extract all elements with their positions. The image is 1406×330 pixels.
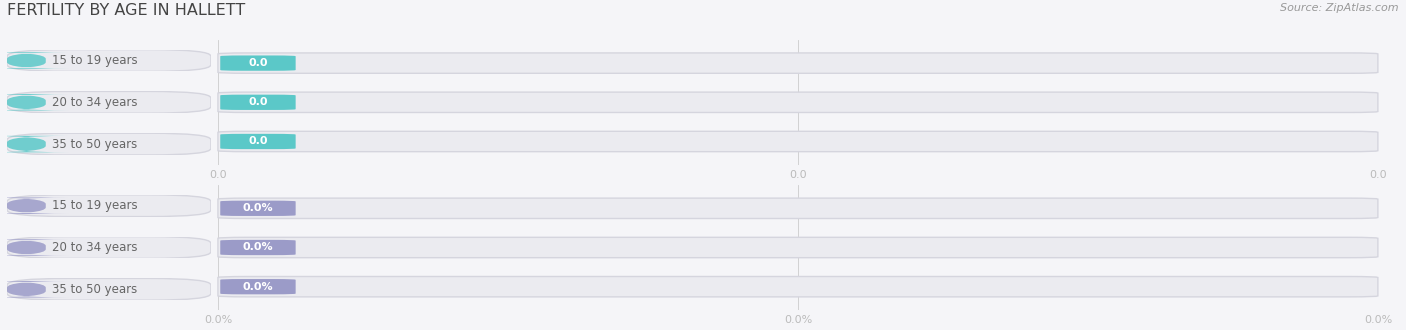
Text: 0.0%: 0.0% (243, 282, 273, 292)
FancyBboxPatch shape (218, 92, 1378, 113)
FancyBboxPatch shape (218, 53, 1378, 73)
FancyBboxPatch shape (7, 91, 211, 113)
FancyBboxPatch shape (7, 50, 211, 71)
FancyBboxPatch shape (7, 133, 211, 155)
FancyBboxPatch shape (7, 195, 211, 216)
FancyBboxPatch shape (0, 136, 67, 152)
FancyBboxPatch shape (221, 134, 295, 149)
Text: 0.0%: 0.0% (243, 243, 273, 252)
Text: 35 to 50 years: 35 to 50 years (52, 138, 138, 150)
Text: 0.0: 0.0 (249, 58, 267, 68)
FancyBboxPatch shape (218, 277, 1378, 297)
FancyBboxPatch shape (218, 237, 1378, 258)
Text: 0.0%: 0.0% (243, 203, 273, 213)
Text: 0.0: 0.0 (249, 97, 267, 107)
Text: 15 to 19 years: 15 to 19 years (52, 54, 138, 67)
Text: 20 to 34 years: 20 to 34 years (52, 96, 138, 109)
FancyBboxPatch shape (221, 279, 295, 294)
FancyBboxPatch shape (218, 131, 1378, 152)
Text: 15 to 19 years: 15 to 19 years (52, 199, 138, 212)
FancyBboxPatch shape (0, 197, 67, 214)
FancyBboxPatch shape (0, 52, 67, 69)
Text: 0.0: 0.0 (249, 137, 267, 147)
Text: FERTILITY BY AGE IN HALLETT: FERTILITY BY AGE IN HALLETT (7, 3, 245, 18)
FancyBboxPatch shape (0, 239, 67, 256)
Text: Source: ZipAtlas.com: Source: ZipAtlas.com (1281, 3, 1399, 13)
FancyBboxPatch shape (7, 237, 211, 258)
Text: 20 to 34 years: 20 to 34 years (52, 241, 138, 254)
FancyBboxPatch shape (221, 201, 295, 216)
FancyBboxPatch shape (221, 95, 295, 110)
FancyBboxPatch shape (7, 279, 211, 300)
FancyBboxPatch shape (218, 198, 1378, 218)
Text: 35 to 50 years: 35 to 50 years (52, 283, 138, 296)
FancyBboxPatch shape (221, 55, 295, 71)
FancyBboxPatch shape (0, 281, 67, 298)
FancyBboxPatch shape (0, 94, 67, 111)
FancyBboxPatch shape (221, 240, 295, 255)
